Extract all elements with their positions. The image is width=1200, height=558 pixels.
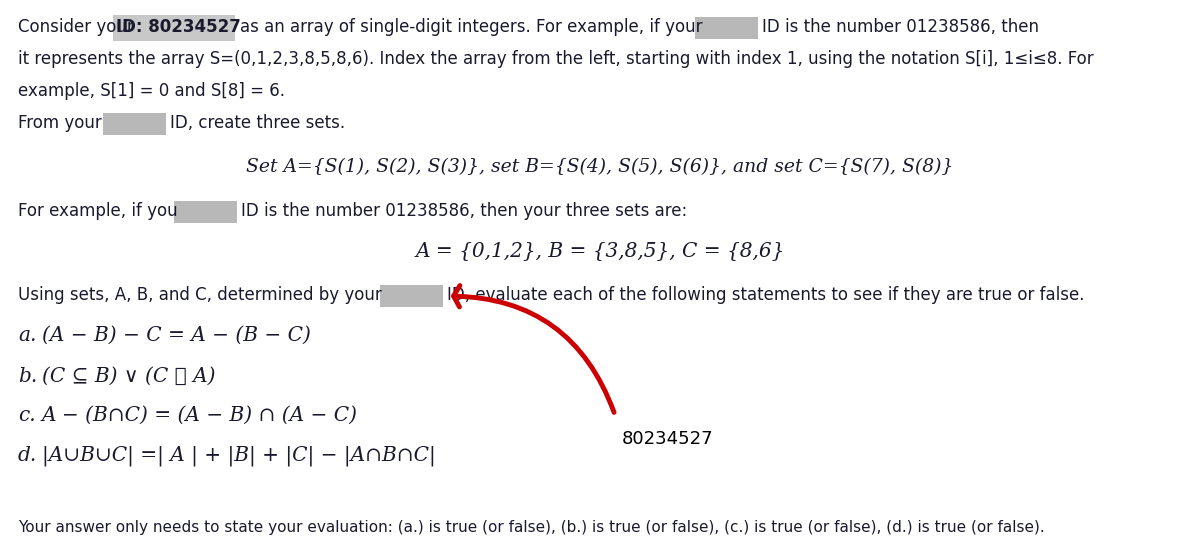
Bar bbox=[695, 17, 758, 39]
Text: Consider your: Consider your bbox=[18, 18, 133, 36]
Text: From your: From your bbox=[18, 114, 102, 132]
Text: 80234527: 80234527 bbox=[622, 430, 714, 448]
Text: ID is the number 01238586, then: ID is the number 01238586, then bbox=[762, 18, 1039, 36]
Text: as an array of single-digit integers. For example, if your: as an array of single-digit integers. Fo… bbox=[240, 18, 702, 36]
Text: example, S[1] = 0 and S[8] = 6.: example, S[1] = 0 and S[8] = 6. bbox=[18, 82, 286, 100]
Text: A − (B∩C) = (A − B) ∩ (A − C): A − (B∩C) = (A − B) ∩ (A − C) bbox=[42, 406, 358, 425]
Text: it represents the array S=(0,1,2,3,8,5,8,6). Index the array from the left, star: it represents the array S=(0,1,2,3,8,5,8… bbox=[18, 50, 1093, 68]
Text: ID, create three sets.: ID, create three sets. bbox=[170, 114, 346, 132]
Text: Your answer only needs to state your evaluation: (a.) is true (or false), (b.) i: Your answer only needs to state your eva… bbox=[18, 520, 1045, 535]
Text: |A∪B∪C| =| A | + |B| + |C| − |A∩B∩C|: |A∪B∪C| =| A | + |B| + |C| − |A∩B∩C| bbox=[42, 446, 436, 466]
Text: (C ⊆ B) ∨ (C ⊈ A): (C ⊆ B) ∨ (C ⊈ A) bbox=[42, 367, 216, 386]
Text: ID: 80234527: ID: 80234527 bbox=[116, 18, 241, 36]
Text: Set A={S(1), S(2), S(3)}, set B={S(4), S(5), S(6)}, and set C={S(7), S(8)}: Set A={S(1), S(2), S(3)}, set B={S(4), S… bbox=[246, 158, 954, 176]
Text: c.: c. bbox=[18, 406, 36, 425]
Text: ID, evaluate each of the following statements to see if they are true or false.: ID, evaluate each of the following state… bbox=[446, 286, 1085, 304]
Bar bbox=[113, 15, 235, 41]
Bar bbox=[380, 285, 443, 307]
Text: ID is the number 01238586, then your three sets are:: ID is the number 01238586, then your thr… bbox=[241, 202, 688, 220]
Text: a.: a. bbox=[18, 326, 36, 345]
Text: b.: b. bbox=[18, 367, 37, 386]
Text: Using sets, A, B, and C, determined by your: Using sets, A, B, and C, determined by y… bbox=[18, 286, 382, 304]
Text: For example, if you: For example, if you bbox=[18, 202, 178, 220]
Text: d.: d. bbox=[18, 446, 37, 465]
Bar bbox=[174, 201, 238, 223]
Text: (A − B) − C = A − (B − C): (A − B) − C = A − (B − C) bbox=[42, 326, 311, 345]
Text: A = {0,1,2}, B = {3,8,5}, C = {8,6}: A = {0,1,2}, B = {3,8,5}, C = {8,6} bbox=[415, 242, 785, 261]
Bar bbox=[103, 113, 166, 135]
